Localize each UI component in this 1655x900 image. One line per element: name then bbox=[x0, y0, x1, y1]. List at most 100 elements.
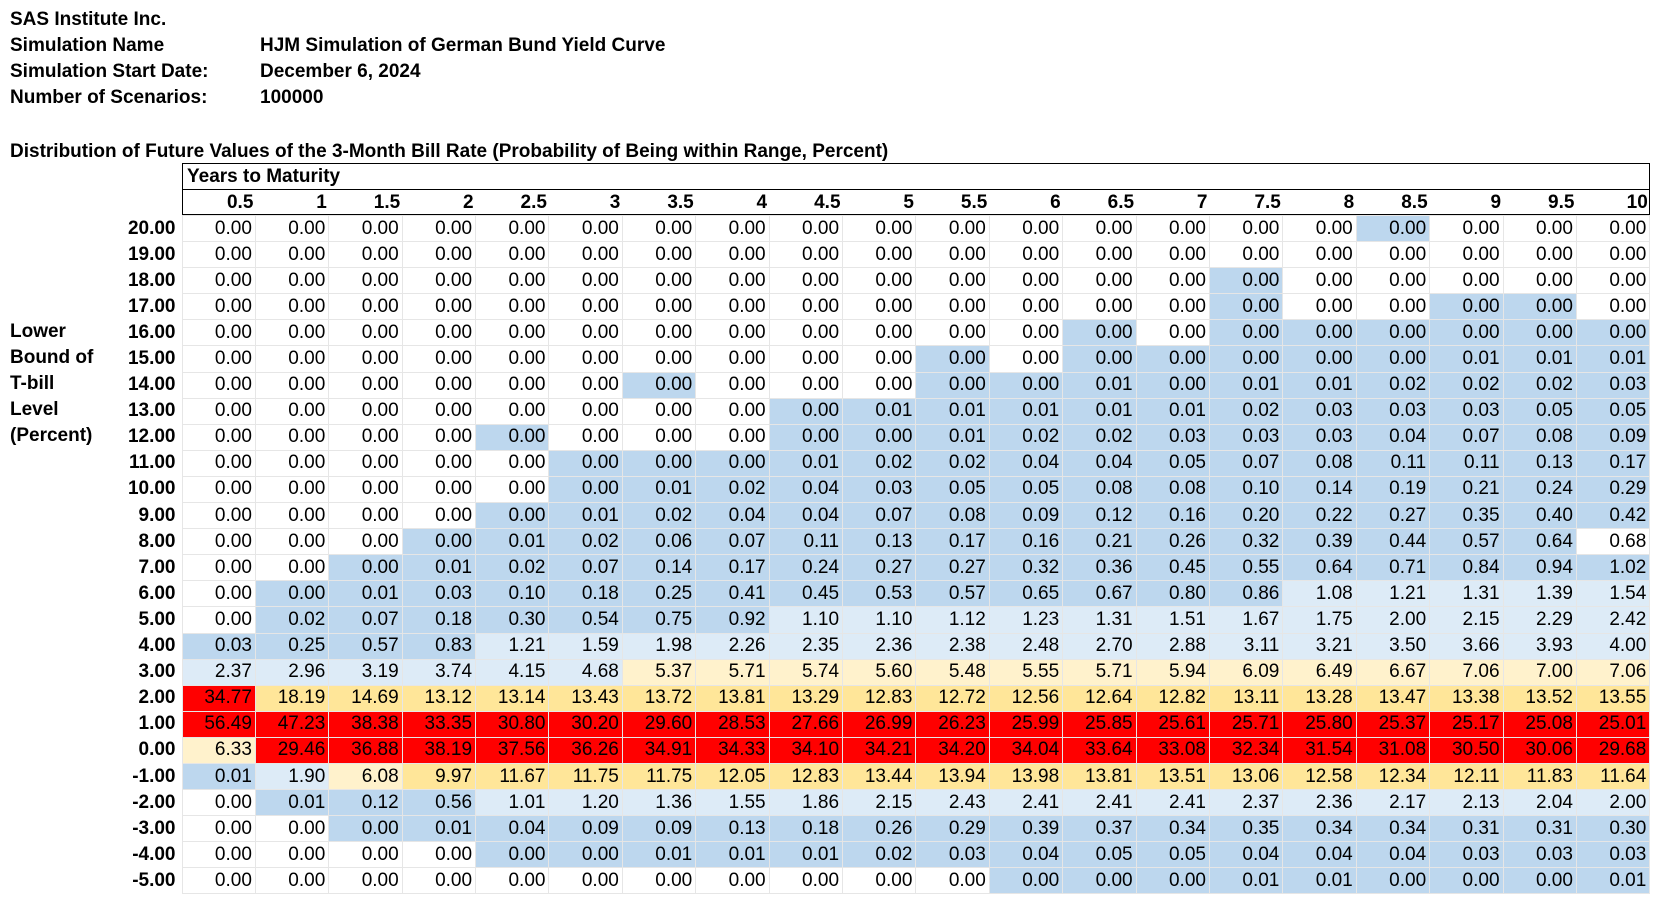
table-cell: 0.00 bbox=[254, 528, 330, 556]
table-cell: 0.00 bbox=[1208, 214, 1284, 243]
table-cell: 4.15 bbox=[475, 658, 550, 686]
table-cell: 0.08 bbox=[915, 502, 990, 530]
table-cell: 0.00 bbox=[401, 241, 477, 269]
table-cell: 34.33 bbox=[695, 736, 770, 764]
table-cell: 0.00 bbox=[1062, 345, 1137, 373]
table-cell: 0.04 bbox=[768, 502, 844, 530]
table-cell: 0.00 bbox=[621, 867, 697, 895]
table-row: 14.00 0.00 0.00 0.00 0.00 0.00 0.00 0.00 0.00 0.0… bbox=[100, 371, 1651, 399]
table-cell: 0.25 bbox=[621, 580, 697, 608]
table-cell: 0.03 bbox=[842, 475, 917, 504]
table-cell: 0.00 bbox=[328, 841, 403, 869]
table-cell: 0.03 bbox=[181, 632, 256, 660]
table-cell: 0.53 bbox=[842, 580, 917, 608]
table-cell: 0.00 bbox=[401, 319, 477, 347]
table-cell: 0.00 bbox=[1575, 293, 1651, 321]
row-label: 6.00 bbox=[100, 580, 182, 607]
row-label: 17.00 bbox=[100, 293, 182, 320]
table-cell: 2.96 bbox=[254, 658, 330, 686]
table-cell: 1.23 bbox=[988, 606, 1064, 634]
table-cell: 0.94 bbox=[1502, 554, 1577, 582]
table-cell: 0.00 bbox=[1208, 241, 1284, 269]
table-cell: 1.67 bbox=[1208, 606, 1284, 634]
table-cell: 0.57 bbox=[328, 632, 403, 660]
table-cell: 13.14 bbox=[475, 684, 550, 712]
table-cell: 1.54 bbox=[1575, 580, 1651, 608]
table-cell: 13.47 bbox=[1355, 684, 1431, 712]
table-cell: 0.01 bbox=[988, 397, 1064, 425]
table-cell: 26.99 bbox=[842, 710, 917, 738]
table-cell: 0.02 bbox=[1355, 371, 1431, 399]
table-cell: 0.00 bbox=[254, 502, 330, 530]
table-cell: 0.32 bbox=[1208, 528, 1284, 556]
table-cell: 31.08 bbox=[1355, 736, 1431, 764]
table-cell: 0.00 bbox=[328, 528, 403, 556]
table-cell: 0.00 bbox=[621, 267, 697, 295]
table-cell: 0.00 bbox=[328, 815, 403, 843]
table-cell: 0.26 bbox=[1135, 528, 1210, 556]
table-cell: 13.28 bbox=[1282, 684, 1357, 712]
table-cell: 6.08 bbox=[328, 762, 403, 791]
table-cell: 6.49 bbox=[1282, 658, 1357, 686]
header-divider bbox=[183, 189, 1649, 190]
table-cell: 0.24 bbox=[1502, 475, 1577, 504]
table-cell: 0.19 bbox=[1355, 475, 1431, 504]
table-cell: 0.00 bbox=[1575, 241, 1651, 269]
table-cell: 0.18 bbox=[768, 815, 844, 843]
table-cell: 0.07 bbox=[842, 502, 917, 530]
table-cell: 0.07 bbox=[328, 606, 403, 634]
table-cell: 0.05 bbox=[915, 475, 990, 504]
probability-table: 20.00 0.00 0.00 0.00 0.00 0.00 0.00 0.00 0.00 0.0… bbox=[100, 214, 1651, 895]
table-row: 3.00 2.37 2.96 3.19 3.74 4.15 4.68 5.37 5.71 5.74… bbox=[100, 658, 1651, 686]
table-cell: 0.00 bbox=[768, 319, 844, 347]
table-cell: 0.00 bbox=[254, 475, 330, 504]
table-cell: 0.00 bbox=[988, 241, 1064, 269]
table-cell: 0.00 bbox=[1135, 319, 1210, 347]
table-cell: 0.00 bbox=[254, 267, 330, 295]
table-cell: 25.85 bbox=[1062, 710, 1137, 738]
table-cell: 2.13 bbox=[1429, 789, 1504, 817]
table-cell: 0.00 bbox=[328, 293, 403, 321]
table-cell: 0.00 bbox=[254, 554, 330, 582]
row-label: 16.00 bbox=[100, 319, 182, 346]
table-cell: 7.06 bbox=[1575, 658, 1651, 686]
year-header: 7.5 bbox=[1254, 192, 1281, 213]
row-label: 20.00 bbox=[100, 215, 182, 242]
table-cell: 0.00 bbox=[1135, 345, 1210, 373]
table-cell: 0.00 bbox=[548, 267, 623, 295]
table-cell: 0.00 bbox=[401, 371, 477, 399]
table-cell: 0.00 bbox=[401, 841, 477, 869]
table-cell: 0.01 bbox=[475, 528, 550, 556]
table-cell: 0.00 bbox=[475, 867, 550, 895]
table-cell: 0.00 bbox=[254, 867, 330, 895]
table-cell: 0.09 bbox=[1575, 423, 1651, 451]
table-cell: 0.05 bbox=[1135, 841, 1210, 869]
table-cell: 0.00 bbox=[401, 528, 477, 556]
table-cell: 0.00 bbox=[401, 267, 477, 295]
table-cell: 13.06 bbox=[1208, 762, 1284, 791]
table-cell: 2.15 bbox=[842, 789, 917, 817]
table-cell: 0.00 bbox=[915, 267, 990, 295]
meta-scenarios: Number of Scenarios: 100000 bbox=[10, 85, 665, 111]
table-cell: 0.00 bbox=[1135, 214, 1210, 243]
table-cell: 0.01 bbox=[1502, 345, 1577, 373]
table-cell: 1.31 bbox=[1062, 606, 1137, 634]
table-cell: 0.00 bbox=[181, 214, 256, 243]
table-cell: 0.68 bbox=[1575, 528, 1651, 556]
year-header: 1.5 bbox=[373, 192, 401, 213]
table-row: 7.00 0.00 0.00 0.00 0.01 0.02 0.07 0.14 0.17 0.24… bbox=[100, 554, 1651, 582]
table-cell: 13.52 bbox=[1502, 684, 1577, 712]
table-cell: 0.04 bbox=[1282, 841, 1357, 869]
table-cell: 2.36 bbox=[842, 632, 917, 660]
table-cell: 0.00 bbox=[254, 449, 330, 477]
table-cell: 0.00 bbox=[328, 371, 403, 399]
table-cell: 0.00 bbox=[842, 241, 917, 269]
table-cell: 0.00 bbox=[328, 214, 403, 243]
year-header: 9.5 bbox=[1548, 192, 1575, 213]
table-cell: 0.00 bbox=[548, 345, 623, 373]
row-axis-label-line: Lower bbox=[10, 321, 66, 342]
table-cell: 1.75 bbox=[1282, 606, 1357, 634]
table-cell: 1.51 bbox=[1135, 606, 1210, 634]
table-row: 11.00 0.00 0.00 0.00 0.00 0.00 0.00 0.00 0.00 0.0… bbox=[100, 449, 1651, 477]
table-cell: 0.03 bbox=[1208, 423, 1284, 451]
